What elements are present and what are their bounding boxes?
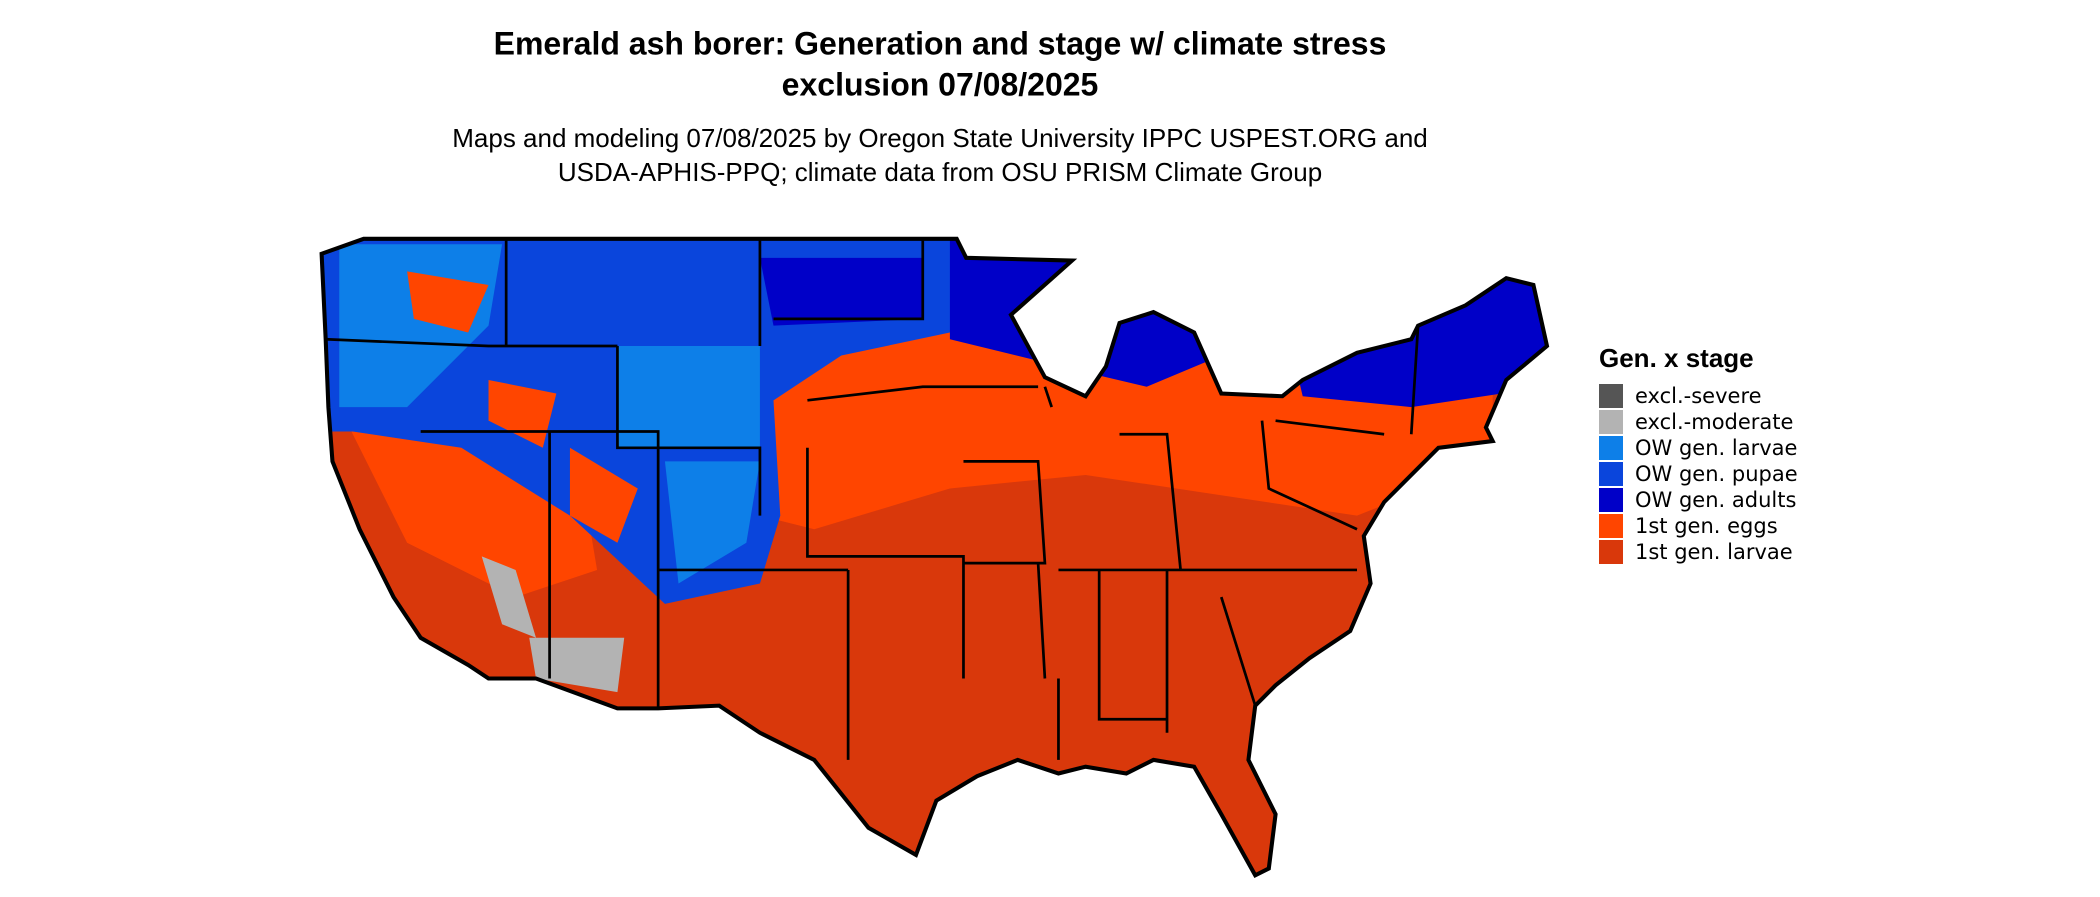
us-outline	[319, 236, 1550, 878]
legend-swatch	[1599, 488, 1623, 512]
legend-label: excl.-moderate	[1635, 410, 1793, 434]
legend-label: 1st gen. eggs	[1635, 514, 1778, 538]
legend-title: Gen. x stage	[1599, 343, 1754, 373]
legend-label: OW gen. adults	[1635, 488, 1796, 512]
region	[339, 312, 1493, 598]
legend-swatch	[1599, 514, 1623, 538]
legend-label: OW gen. pupae	[1635, 462, 1798, 486]
legend-swatch	[1599, 540, 1623, 564]
legend-label: 1st gen. larvae	[1635, 540, 1793, 564]
legend-swatch	[1599, 410, 1623, 434]
region	[339, 244, 760, 584]
legend-swatch	[1599, 462, 1623, 486]
state-borders	[325, 238, 1420, 760]
title-line: Emerald ash borer: Generation and stage …	[494, 25, 1387, 61]
map	[319, 236, 1550, 878]
legend-label: OW gen. larvae	[1635, 436, 1797, 460]
subtitle-line: Maps and modeling 07/08/2025 by Oregon S…	[452, 123, 1428, 153]
region	[481, 556, 625, 693]
legend-label: excl.-severe	[1635, 384, 1762, 408]
title-line: exclusion 07/08/2025	[782, 66, 1099, 102]
subtitle-line: USDA-APHIS-PPQ; climate data from OSU PR…	[558, 157, 1322, 187]
legend-swatch	[1599, 436, 1623, 460]
region	[759, 238, 1547, 408]
region	[407, 271, 638, 543]
legend-swatch	[1599, 384, 1623, 408]
